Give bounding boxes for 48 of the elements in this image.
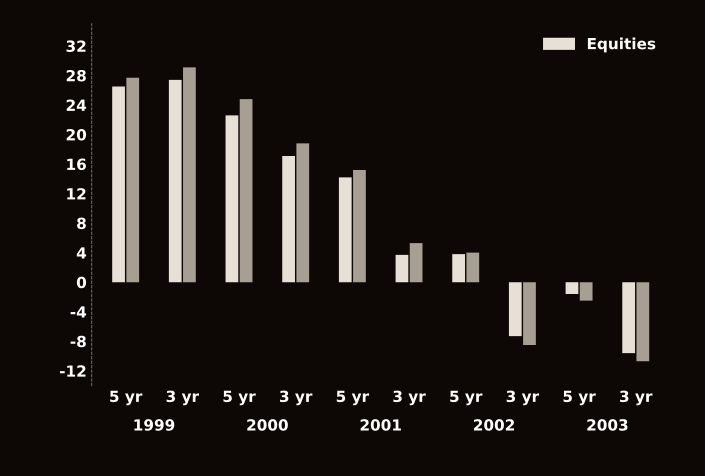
y-tick-label: -8	[70, 336, 86, 348]
bar	[168, 80, 182, 282]
bar	[508, 282, 522, 336]
y-tick-label: 20	[66, 129, 86, 141]
text: 1999	[134, 419, 174, 431]
bar	[183, 67, 196, 282]
text: 2002	[474, 419, 514, 431]
y-tick-label: 24	[66, 99, 86, 111]
bar	[126, 78, 140, 282]
y-tick-label: 12	[67, 188, 86, 200]
bar	[452, 254, 466, 282]
y-tick-label: 32	[66, 40, 86, 52]
x-tick-label: 3 yr	[280, 390, 312, 406]
y-tick-label: -12	[60, 365, 86, 377]
y-tick-label: 4	[76, 247, 86, 258]
bar	[282, 156, 295, 282]
legend-label: Equities	[588, 38, 656, 52]
bar	[410, 243, 422, 282]
bar	[296, 143, 310, 282]
bar	[523, 282, 536, 345]
x-tick-label: 5 yr	[223, 390, 256, 406]
x-tick-label: 5 yr	[110, 390, 142, 406]
y-tick-label: -4	[70, 306, 86, 318]
bar	[240, 99, 252, 282]
text: 2003	[587, 419, 628, 431]
bar	[353, 170, 366, 282]
x-tick-label: 5 yr	[336, 390, 370, 406]
x-tick-label: 3 yr	[166, 390, 200, 406]
x-tick-label: 3 yr	[620, 390, 652, 406]
bar	[566, 282, 578, 294]
x-tick-label: 3 yr	[506, 390, 540, 406]
bar	[622, 282, 636, 354]
bar	[226, 115, 238, 282]
text: 2001	[360, 419, 401, 431]
bar	[636, 282, 650, 362]
x-tick-label: 3 yr	[393, 390, 426, 406]
bar	[112, 86, 125, 282]
y-tick-label: 8	[77, 218, 86, 230]
bar	[580, 282, 593, 301]
text: 2000	[247, 419, 288, 431]
bar	[338, 177, 352, 282]
x-tick-label: 5 yr	[564, 390, 596, 406]
bar	[466, 252, 480, 282]
y-tick-label: 0	[76, 276, 86, 288]
bar	[396, 254, 408, 282]
x-tick-label: 5 yr	[450, 390, 482, 406]
y-tick-label: 16	[67, 158, 86, 170]
y-tick-label: 28	[66, 70, 86, 82]
